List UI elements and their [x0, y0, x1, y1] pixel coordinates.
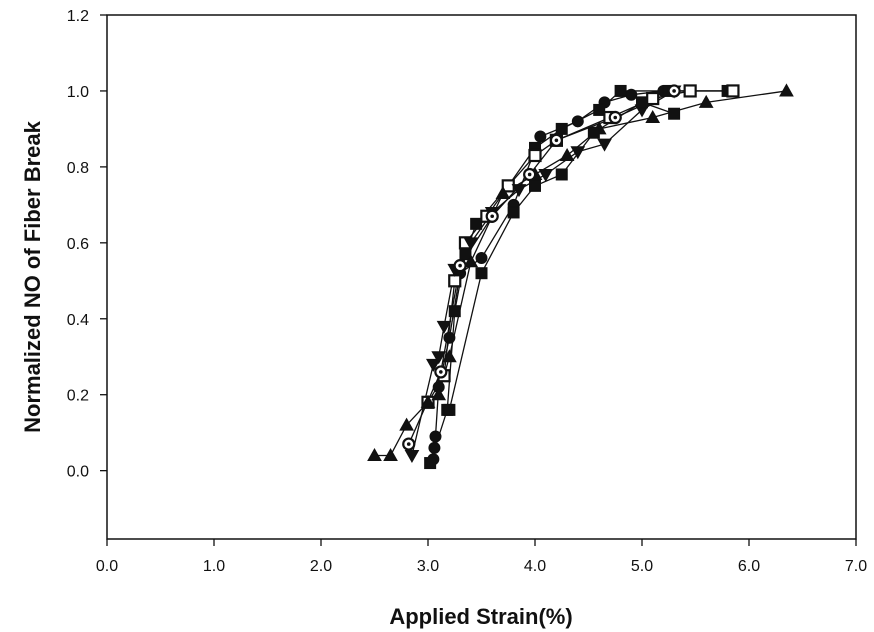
- triangle-up-marker: [645, 110, 661, 124]
- triangle-down-marker: [570, 146, 586, 160]
- square-marker: [448, 305, 461, 318]
- y-tick-label: 1.0: [67, 84, 89, 101]
- y-tick-label: 0.0: [67, 464, 89, 481]
- circle-marker: [625, 88, 638, 101]
- triangle-up-marker: [420, 394, 436, 408]
- triangle-down-marker: [425, 358, 441, 372]
- triangle-up-marker: [431, 387, 447, 401]
- triangle-down-marker: [436, 320, 452, 334]
- triangle-up-marker: [463, 254, 479, 268]
- series-line: [427, 90, 733, 403]
- y-tick-label: 0.2: [67, 388, 89, 405]
- circle-marker: [475, 252, 488, 265]
- square-marker: [507, 206, 520, 219]
- triangle-up-marker: [442, 349, 457, 363]
- square-marker: [614, 84, 627, 97]
- y-tick-label: 0.4: [67, 312, 89, 329]
- open-circle-marker-dot: [527, 172, 532, 177]
- plot-area-frame: [106, 14, 857, 540]
- triangle-up-marker: [399, 417, 414, 431]
- open-square-marker: [646, 91, 660, 106]
- x-axis-title: Applied Strain(%): [389, 604, 572, 629]
- y-tick-label: 0.8: [67, 160, 89, 177]
- circle-marker: [571, 115, 584, 128]
- square-marker: [593, 103, 606, 116]
- triangle-up-marker: [383, 447, 398, 461]
- triangle-down-marker: [538, 168, 554, 182]
- open-square-marker: [448, 274, 462, 288]
- square-marker: [470, 217, 483, 230]
- triangle-up-marker: [698, 94, 714, 108]
- circle-marker: [429, 430, 442, 443]
- x-tick-label: 3.0: [417, 558, 439, 575]
- open-circle-marker-dot: [554, 138, 559, 143]
- square-marker: [475, 267, 488, 280]
- triangle-down-marker: [463, 237, 479, 251]
- y-tick-label: 1.2: [67, 8, 89, 25]
- open-circle-marker-dot: [672, 89, 676, 93]
- open-square-marker: [528, 148, 542, 163]
- open-circle-marker-dot: [458, 263, 462, 268]
- triangle-up-marker: [495, 185, 511, 199]
- open-square-marker: [726, 84, 740, 98]
- x-tick-label: 1.0: [203, 558, 225, 575]
- x-tick-label: 6.0: [738, 558, 760, 575]
- x-tick-label: 4.0: [524, 558, 546, 575]
- series-markers: [367, 83, 794, 470]
- open-circle-marker-dot: [613, 115, 618, 120]
- open-circle-marker-dot: [406, 442, 411, 446]
- square-marker: [555, 122, 568, 135]
- x-tick-label: 2.0: [310, 558, 332, 575]
- series-line: [374, 90, 787, 457]
- triangle-up-marker: [367, 447, 382, 461]
- triangle-up-marker: [559, 147, 575, 161]
- x-tick-label: 7.0: [845, 558, 867, 575]
- circle-marker: [443, 331, 456, 344]
- y-tick-label: 0.6: [67, 236, 89, 253]
- open-circle-marker-dot: [439, 370, 443, 374]
- y-axis-title: Normalized NO of Fiber Break: [20, 120, 45, 433]
- square-marker: [555, 168, 568, 181]
- triangle-down-marker: [404, 449, 420, 463]
- open-square-marker: [683, 84, 697, 98]
- square-marker: [668, 107, 681, 120]
- square-marker: [529, 179, 541, 192]
- circle-marker: [534, 130, 547, 143]
- triangle-up-marker: [779, 83, 794, 97]
- x-tick-label: 5.0: [631, 558, 653, 575]
- open-circle-marker-dot: [490, 214, 495, 219]
- triangle-down-marker: [597, 138, 612, 152]
- series-line: [448, 101, 675, 411]
- axis-ticks: 0.0 1.0 2.0 3.0 4.0 5.0 6.0 7.0 0.0 0.2 0.4 0.6 0.8 1…: [67, 8, 867, 575]
- triangle-down-marker: [511, 184, 527, 198]
- triangle-down-marker: [431, 351, 447, 365]
- square-marker: [636, 96, 648, 109]
- circle-marker: [428, 441, 441, 454]
- square-marker: [587, 126, 600, 139]
- x-tick-label: 0.0: [96, 558, 118, 575]
- square-marker: [443, 403, 456, 416]
- square-marker: [424, 457, 437, 470]
